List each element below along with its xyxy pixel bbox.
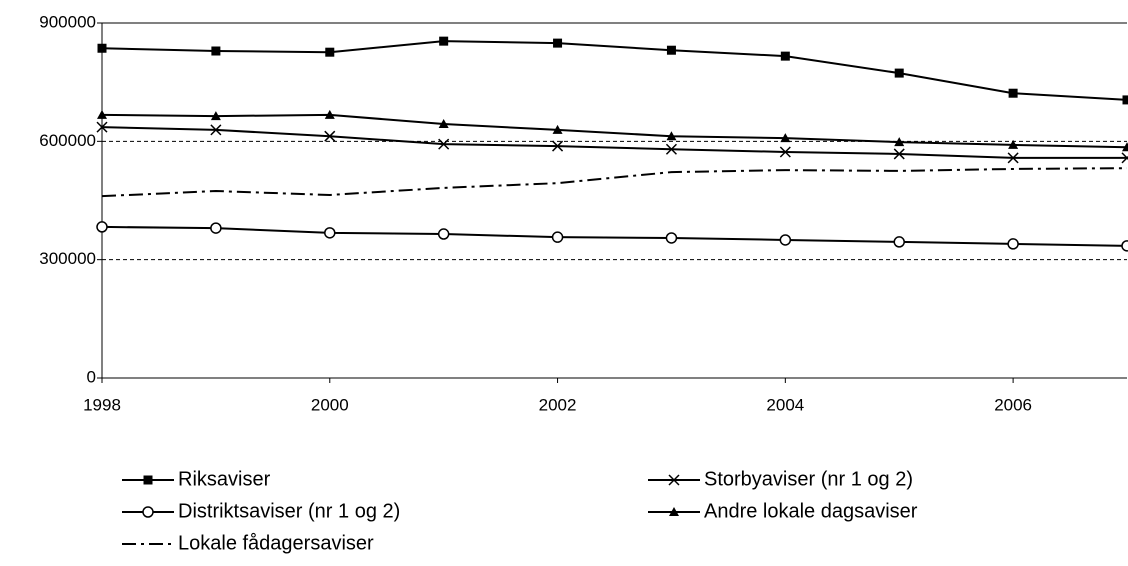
series-line [101, 126, 1127, 159]
data-point [1122, 142, 1128, 152]
data-point [779, 234, 792, 246]
series-line [101, 167, 1128, 198]
data-point [780, 51, 790, 61]
x-tick-label: 2004 [766, 395, 804, 414]
data-point [1122, 95, 1128, 105]
x-tick-label: 2002 [539, 395, 577, 414]
series-line [101, 225, 1128, 247]
legend-label: Lokale fådagersaviser [178, 532, 374, 554]
legend-marker [669, 507, 679, 516]
data-point [666, 45, 676, 55]
series-line [101, 40, 1128, 101]
data-point [552, 140, 564, 152]
data-point [439, 36, 449, 46]
x-tick-label: 2000 [311, 395, 349, 414]
data-point [438, 138, 450, 150]
data-point [551, 231, 564, 243]
series-line [101, 113, 1128, 149]
legend-marker [143, 475, 153, 485]
data-point [665, 143, 677, 155]
data-point [324, 227, 336, 239]
y-tick-label: 600000 [39, 131, 96, 150]
data-point [438, 118, 449, 128]
data-point [1007, 152, 1019, 164]
data-point [210, 111, 221, 121]
data-point [893, 236, 905, 248]
data-point [894, 68, 904, 78]
data-point [1007, 238, 1019, 250]
data-point [666, 131, 677, 141]
data-point [96, 221, 108, 233]
data-point [552, 124, 563, 134]
legend-label: Distriktsaviser (nr 1 og 2) [178, 500, 400, 522]
x-tick-label: 1998 [83, 395, 121, 414]
y-tick-label: 900000 [39, 12, 96, 31]
data-point [325, 47, 335, 57]
data-point [893, 148, 905, 160]
data-point [96, 121, 108, 133]
legend-label: Andre lokale dagsaviser [704, 500, 918, 522]
data-point [1008, 139, 1019, 149]
data-point [1121, 152, 1128, 164]
data-point [211, 46, 221, 56]
y-tick-label: 0 [87, 367, 96, 386]
legend-label: Storbyaviser (nr 1 og 2) [704, 468, 913, 490]
legend-label: Riksaviser [178, 468, 271, 490]
data-point [779, 146, 791, 158]
data-point [210, 124, 222, 136]
data-point [894, 137, 905, 147]
data-point [324, 109, 335, 119]
data-point [437, 228, 450, 240]
data-point [97, 109, 107, 119]
legend-marker [668, 474, 680, 486]
data-point [324, 130, 336, 142]
data-point [665, 232, 678, 244]
x-tick-label: 2006 [994, 395, 1032, 414]
y-tick-label: 300000 [39, 249, 96, 268]
data-point [780, 133, 791, 143]
data-point [1008, 88, 1018, 98]
data-point [1121, 240, 1128, 252]
data-point [210, 222, 222, 234]
legend-marker [142, 506, 154, 518]
data-point [553, 38, 563, 48]
data-point [97, 43, 107, 53]
